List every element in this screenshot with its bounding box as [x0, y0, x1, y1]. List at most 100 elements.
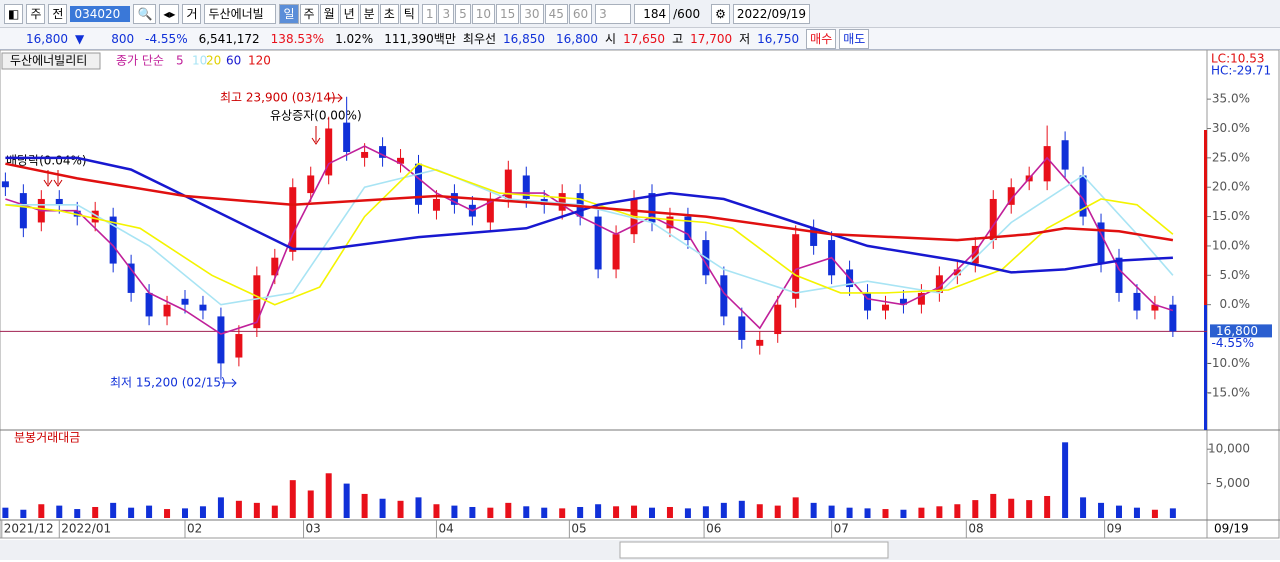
volume-bar [199, 506, 206, 518]
period-button[interactable]: 월 [319, 3, 339, 24]
ma-line [5, 156, 1173, 274]
candle-body [953, 269, 961, 276]
x-tick-label: 2022/01 [61, 522, 111, 536]
period-button[interactable]: 초 [379, 3, 399, 24]
scroll-thumb[interactable] [619, 541, 889, 559]
volume-bar [92, 506, 99, 518]
x-tick-label: 03 [306, 522, 321, 536]
search-button[interactable]: 🔍 [133, 3, 157, 24]
menu-button[interactable]: ◧ [4, 3, 24, 24]
low-note: 최저 15,200 (02/15) [110, 376, 226, 390]
y-tick-label: 25.0% [1212, 150, 1250, 164]
ma-line [5, 145, 1174, 335]
count-max: /600 [673, 6, 701, 21]
high-arrow [328, 93, 343, 103]
interval-button[interactable]: 10 [471, 3, 496, 24]
interval-button[interactable]: 15 [496, 3, 520, 24]
amount: 111,390백만 [384, 32, 456, 46]
y-tick-label: 5.0% [1220, 268, 1251, 282]
period-button[interactable]: 분 [359, 3, 379, 24]
candle-body [289, 187, 297, 252]
interval-button[interactable]: 60 [568, 3, 593, 24]
rights-arrow [311, 126, 321, 145]
candle-body [73, 210, 81, 217]
y-tick-label: 5,000 [1216, 476, 1250, 490]
count-input[interactable]: 184 [634, 3, 671, 24]
interval-button[interactable]: 3 [438, 3, 455, 24]
interval-button[interactable]: 1 [421, 3, 438, 24]
volume-bar [1098, 502, 1105, 518]
candle-body [307, 175, 315, 194]
period-button[interactable]: 주 [299, 3, 319, 24]
candle-body [1151, 304, 1159, 311]
volume-bar [1062, 442, 1069, 518]
volume-bar [433, 504, 440, 518]
current-price-box [1210, 324, 1272, 338]
market-select[interactable]: 주 [26, 3, 46, 24]
candle-body [666, 216, 674, 229]
low-label: 저 [739, 32, 751, 46]
period-button[interactable]: 일 [279, 3, 299, 24]
volume-bar [972, 500, 979, 518]
volume-bar [756, 504, 763, 518]
candle-body [684, 216, 692, 241]
volume-bar [1080, 497, 1087, 518]
company-prefix[interactable]: 거 [182, 3, 202, 24]
interval-button[interactable]: 45 [544, 3, 568, 24]
volume-bar [20, 509, 27, 518]
period-button[interactable]: 년 [339, 3, 359, 24]
open-label: 시 [605, 32, 617, 46]
y-tick-label: -15.0% [1208, 385, 1250, 399]
volume-bar [415, 497, 422, 518]
nav-button[interactable]: ◂▸ [159, 3, 180, 24]
tool-button[interactable]: ⚙ [711, 3, 730, 24]
volume-bar [774, 505, 781, 518]
volume-bar [1169, 508, 1176, 518]
code-input[interactable]: 034020 [70, 5, 131, 22]
title-box [1, 52, 101, 70]
company-name[interactable]: 두산에너빌 [204, 3, 277, 24]
ask: 16,850 [503, 31, 546, 46]
candle-body [235, 334, 243, 358]
volume-bar [235, 500, 242, 518]
volume-bar [1133, 507, 1140, 518]
candle-body [343, 122, 351, 152]
interval-select[interactable]: 3 [595, 3, 632, 24]
candle-body [397, 157, 405, 164]
interval-button[interactable]: 5 [455, 3, 471, 24]
x-tick-label: 08 [968, 522, 983, 536]
legend-entry: 60 [226, 54, 241, 68]
high-note: 최고 23,900 (03/14) [220, 91, 336, 105]
candle-body [450, 193, 458, 205]
candle-body [1097, 222, 1105, 264]
volume-bar [810, 502, 817, 518]
candle-body [558, 193, 566, 211]
ma-line [5, 162, 1174, 306]
volume-bar [577, 506, 584, 518]
quote-bar: 16,800 ▼ 800 -4.55% 6,541,172 138.53% 1.… [0, 28, 1280, 50]
volume-bar [110, 502, 117, 518]
date-input[interactable]: 2022/09/19 [732, 3, 811, 24]
sell-button[interactable]: 매도 [839, 28, 870, 49]
volume-bar [613, 506, 620, 518]
period-button[interactable]: 틱 [399, 3, 419, 24]
volume-bar [361, 493, 368, 518]
volume-bar [864, 508, 871, 518]
volume-title: 분봉거래대금 [14, 431, 80, 445]
interval-button[interactable]: 30 [520, 3, 544, 24]
prev-button[interactable]: 전 [48, 3, 68, 24]
candle-body [756, 339, 764, 346]
volume-bar [56, 505, 63, 518]
buy-button[interactable]: 매수 [806, 28, 837, 49]
candle-body [1061, 140, 1069, 170]
chart-frame [0, 50, 1280, 539]
x-tick-label: 05 [571, 522, 586, 536]
volume-bar [900, 509, 907, 518]
volume-bar [505, 502, 512, 518]
ma-label: 종가 단순 [116, 54, 164, 68]
volume-bar [182, 508, 189, 518]
volume-bar [648, 507, 655, 518]
volume-bar [954, 504, 961, 518]
